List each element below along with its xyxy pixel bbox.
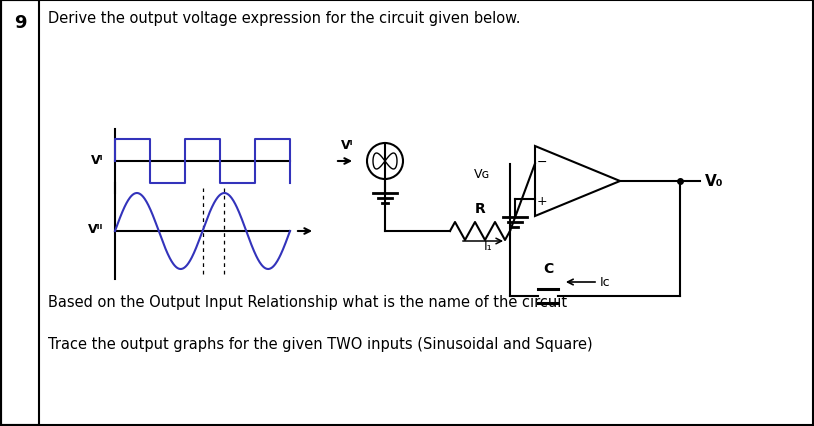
Text: −: − xyxy=(536,155,547,169)
Text: Based on the Output Input Relationship what is the name of the circuit: Based on the Output Input Relationship w… xyxy=(48,294,567,309)
Text: Iᴄ: Iᴄ xyxy=(600,276,610,289)
Text: C: C xyxy=(543,262,554,275)
Bar xyxy=(1,1,39,425)
Text: I₁: I₁ xyxy=(484,239,492,253)
Text: 9: 9 xyxy=(14,14,26,32)
Text: +: + xyxy=(536,195,547,207)
Text: Vɢ: Vɢ xyxy=(474,168,490,181)
Text: Vᴵ: Vᴵ xyxy=(341,139,353,152)
Text: Derive the output voltage expression for the circuit given below.: Derive the output voltage expression for… xyxy=(48,11,520,26)
Text: Vᴵᴵ: Vᴵᴵ xyxy=(88,223,103,236)
Text: Trace the output graphs for the given TWO inputs (Sinusoidal and Square): Trace the output graphs for the given TW… xyxy=(48,336,593,351)
Text: V₀: V₀ xyxy=(705,174,724,189)
Text: Vᴵ: Vᴵ xyxy=(90,153,103,166)
Text: R: R xyxy=(475,201,485,216)
